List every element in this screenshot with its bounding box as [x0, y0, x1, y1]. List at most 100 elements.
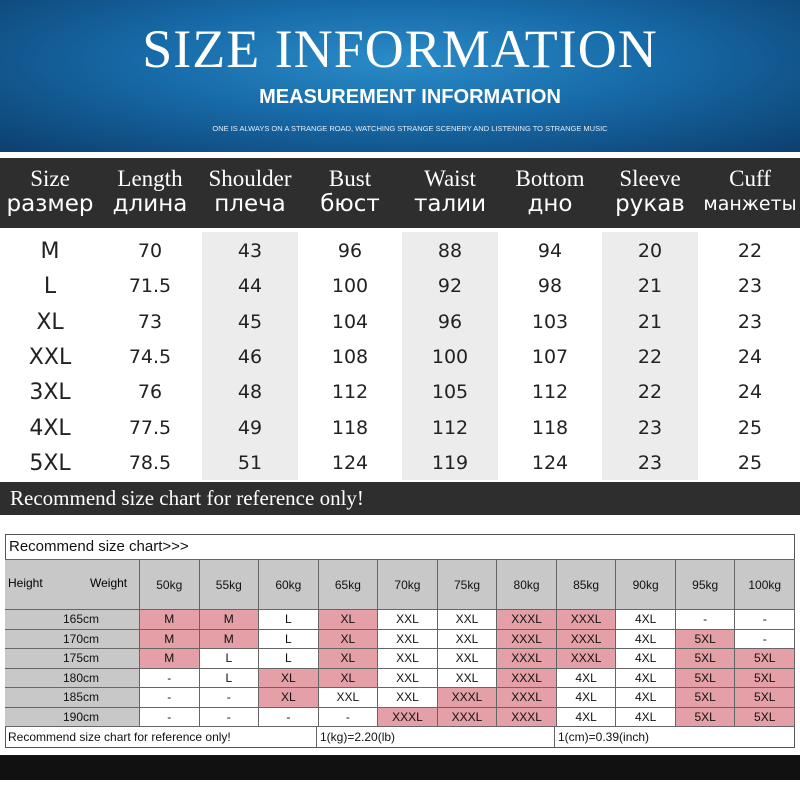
- size-cell: 49: [237, 416, 263, 439]
- size-cell: 112: [431, 416, 469, 439]
- size-recommendation: 5XL: [675, 668, 736, 688]
- column-header: бюст: [320, 191, 380, 217]
- size-recommendation: L: [259, 610, 319, 630]
- size-cell: 107: [531, 345, 569, 368]
- size-label: L: [43, 274, 57, 300]
- size-cell: 23: [637, 416, 663, 439]
- weight-header: 90kg: [616, 560, 676, 610]
- size-recommendation: 5XL: [735, 649, 795, 669]
- size-recommendation: XXL: [378, 649, 438, 669]
- size-recommendation: XXL: [378, 629, 438, 649]
- size-recommendation: 5XL: [675, 707, 736, 727]
- size-header-bg: [0, 158, 800, 228]
- size-recommendation: 4XL: [556, 707, 617, 727]
- column-header: манжеты: [703, 193, 797, 215]
- size-recommendation: 5XL: [735, 668, 795, 688]
- size-cell: 118: [331, 416, 369, 439]
- weight-header: 70kg: [378, 560, 438, 610]
- size-cell: 96: [437, 310, 463, 333]
- bottom-bar: [0, 755, 800, 780]
- weight-header: 80kg: [497, 560, 557, 610]
- size-label: 4XL: [29, 415, 71, 441]
- height-label: 175cm: [5, 649, 140, 669]
- height-label: 170cm: [5, 629, 140, 649]
- size-note: Recommend size chart for reference only!: [0, 482, 800, 515]
- size-cell: 21: [637, 310, 663, 333]
- size-cell: 22: [637, 381, 663, 404]
- size-cell: 51: [237, 451, 263, 474]
- size-recommendation: XXL: [378, 668, 438, 688]
- size-recommendation: -: [199, 688, 260, 708]
- size-recommendation: L: [259, 629, 319, 649]
- weight-header: 100kg: [735, 560, 795, 610]
- size-cell: 78.5: [128, 451, 172, 474]
- corner-column-label: Weight: [90, 576, 128, 590]
- size-recommendation: M: [199, 629, 260, 649]
- footer-note: 1(kg)=2.20(lb): [317, 727, 555, 747]
- size-recommendation: 4XL: [556, 688, 617, 708]
- height-label: 185cm: [5, 688, 140, 708]
- size-cell: 76: [137, 381, 163, 404]
- size-recommendation: XXL: [437, 629, 498, 649]
- title: SIZE INFORMATION: [142, 19, 658, 79]
- size-cell: 96: [337, 240, 363, 262]
- size-cell: 124: [331, 451, 369, 474]
- column-bg: [302, 232, 398, 480]
- column-header: Shoulder: [208, 166, 292, 191]
- size-cell: 22: [637, 345, 663, 368]
- size-cell: 45: [237, 310, 263, 333]
- size-cell: 94: [537, 240, 563, 262]
- column-header: Length: [117, 166, 183, 191]
- size-recommendation: XXL: [378, 688, 438, 708]
- size-recommendation: 5XL: [675, 629, 736, 649]
- size-cell: 92: [437, 275, 463, 298]
- size-cell: 104: [331, 310, 369, 333]
- size-recommendation: 4XL: [616, 649, 676, 669]
- size-cell: 22: [737, 240, 763, 262]
- size-recommendation: M: [140, 629, 200, 649]
- column-bg: [602, 232, 698, 480]
- column-header: Waist: [424, 166, 476, 191]
- size-cell: 25: [737, 451, 763, 474]
- column-bg: [402, 232, 498, 480]
- column-header: Sleeve: [619, 166, 681, 191]
- size-recommendation: M: [140, 649, 200, 669]
- tagline: ONE IS ALWAYS ON A STRANGE ROAD, WATCHIN…: [212, 124, 608, 133]
- column-header: длина: [112, 191, 188, 217]
- recommend-title: Recommend size chart>>>: [5, 534, 795, 560]
- size-recommendation: XXXL: [497, 688, 557, 708]
- size-cell: 21: [637, 275, 663, 298]
- footer-note: Recommend size chart for reference only!: [5, 727, 317, 747]
- footer-note: 1(cm)=0.39(inch): [558, 730, 650, 744]
- size-recommendation: -: [199, 707, 260, 727]
- size-recommendation: XXXL: [497, 610, 557, 630]
- size-recommendation: 4XL: [616, 629, 676, 649]
- size-recommendation: -: [140, 668, 200, 688]
- size-recommendation: XXL: [437, 649, 498, 669]
- size-recommendation: XXXL: [497, 629, 557, 649]
- column-bg: [2, 232, 98, 480]
- column-bg: [202, 232, 298, 480]
- column-bg: [502, 232, 598, 480]
- height-label: 190cm: [5, 707, 140, 727]
- size-cell: 100: [431, 345, 469, 368]
- size-recommendation: XXL: [437, 610, 498, 630]
- size-recommendation: XXL: [437, 668, 498, 688]
- size-recommendation: L: [199, 649, 260, 669]
- size-recommendation: 4XL: [616, 610, 676, 630]
- size-recommendation: 4XL: [616, 668, 676, 688]
- size-recommendation: XL: [318, 668, 379, 688]
- size-recommendation: -: [675, 610, 736, 630]
- size-cell: 48: [237, 381, 263, 404]
- size-recommendation: XL: [318, 649, 379, 669]
- size-recommendation: L: [259, 649, 319, 669]
- size-label: XXL: [28, 344, 72, 370]
- weight-header: 85kg: [556, 560, 617, 610]
- size-cell: 71.5: [128, 275, 172, 298]
- size-recommendation: XL: [259, 668, 319, 688]
- size-cell: 112: [331, 381, 369, 404]
- size-cell: 77.5: [128, 416, 172, 439]
- size-recommendation: XXXL: [556, 649, 617, 669]
- size-cell: 44: [237, 275, 263, 298]
